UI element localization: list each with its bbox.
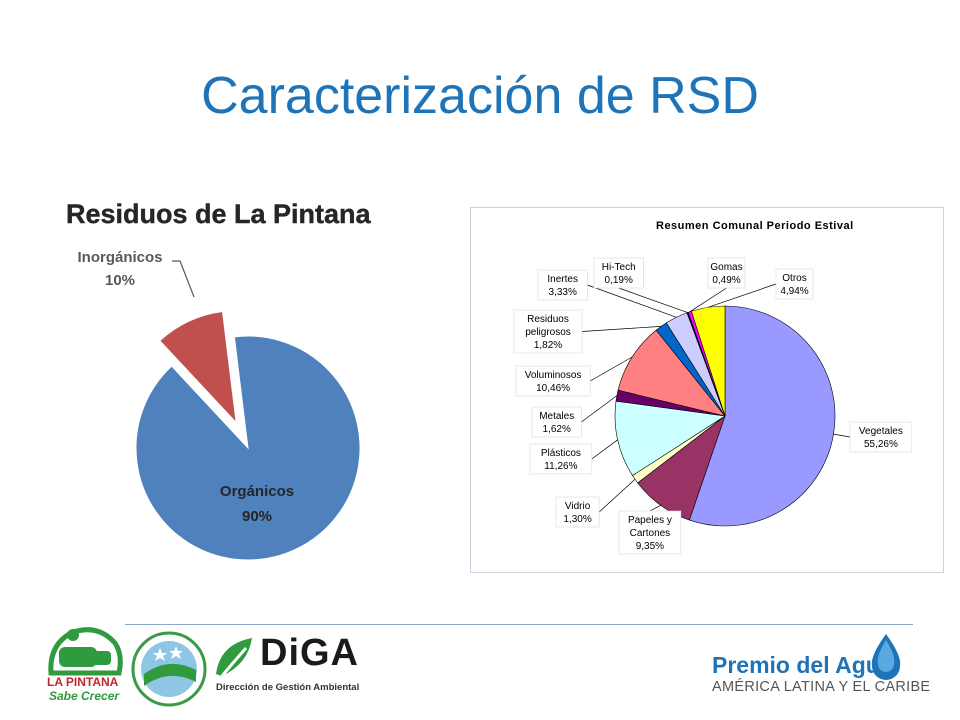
- logo-premio-del-agua: Premio del Agua AMÉRICA LATINA Y EL CARI…: [712, 652, 930, 695]
- slice-label-vidrio: Vidrio: [565, 501, 591, 512]
- chart-title: Residuos de La Pintana: [66, 199, 372, 229]
- leader-line-otros: [707, 283, 777, 308]
- diga-name: DiGA: [260, 632, 359, 674]
- pie-slice-voluminosos: [617, 329, 726, 417]
- la-pintana-tagline: Sabe Crecer: [49, 689, 120, 703]
- slice-label-otros: Otros: [782, 273, 806, 284]
- logo-la-pintana: LA PINTANA Sabe Crecer: [45, 625, 125, 703]
- label-box-vidrio: [555, 496, 600, 528]
- label-box-otros: [775, 268, 814, 300]
- slice-value-plasticos: 11,26%: [544, 461, 577, 472]
- slice-value-otros: 4,94%: [780, 286, 808, 297]
- pie-chart-resumen-comunal: Resumen Comunal Periodo Estival Vegetale…: [513, 220, 913, 555]
- water-drop-icon: [871, 634, 901, 680]
- label-box-plasticos: [529, 443, 593, 475]
- pie-slice-vegetales: [688, 305, 836, 527]
- slide-title: Caracterización de RSD: [201, 67, 759, 125]
- leader-line-hi-tech: [618, 287, 688, 313]
- slice-value-organicos: 90%: [242, 508, 272, 525]
- slice-label-vegetales: Vegetales: [859, 426, 903, 437]
- diga-subtitle: Dirección de Gestión Ambiental: [216, 682, 360, 693]
- chart-title: Resumen Comunal Periodo Estival: [656, 220, 854, 232]
- slice-value-hi-tech: 0,19%: [605, 275, 633, 286]
- leader-line-gomas: [689, 287, 727, 313]
- footer-divider: [125, 624, 913, 625]
- slice-label-plasticos: Plásticos: [541, 448, 581, 459]
- leader-line-inorganicos: [172, 260, 195, 298]
- slice-label-organicos: Orgánicos: [220, 483, 294, 500]
- premio-subtitle: AMÉRICA LATINA Y EL CARIBE: [712, 679, 931, 695]
- slice-value-inorganicos: 10%: [105, 272, 135, 289]
- label-box-metales: [531, 406, 582, 438]
- slice-label-hi-tech: Hi-Tech: [602, 262, 636, 273]
- slice-value-residuos-peligrosos: 1,82%: [534, 340, 562, 351]
- pie-chart-residuos: Residuos de La Pintana Orgánicos 90% Inorg…: [66, 199, 372, 561]
- pie-slice-inorganicos: [159, 310, 237, 425]
- slice-label-papeles-y-cartones: Cartones: [630, 528, 671, 539]
- slice-value-papeles-y-cartones: 9,35%: [636, 541, 664, 552]
- label-box-papeles-y-cartones: [618, 510, 682, 555]
- leader-line-vegetales: [833, 433, 851, 438]
- label-box-gomas: [707, 257, 746, 289]
- pie-slice-organicos: [135, 335, 361, 561]
- slice-label-voluminosos: Voluminosos: [525, 370, 582, 381]
- pie-slice-otros: [691, 305, 726, 417]
- label-box-residuos-peligrosos: [513, 309, 583, 354]
- slice-value-vidrio: 1,30%: [563, 514, 591, 525]
- leader-line-metales: [581, 395, 618, 423]
- leader-line-papeles-y-cartones: [649, 504, 661, 512]
- diga-leaf-icon: [216, 638, 252, 677]
- slice-label-gomas: Gomas: [710, 262, 742, 273]
- slice-label-metales: Metales: [539, 411, 574, 422]
- slice-label-residuos-peligrosos: peligrosos: [525, 327, 571, 338]
- slice-label-inertes: Inertes: [547, 274, 578, 285]
- pie-slice-plasticos: [614, 400, 726, 476]
- leader-line-residuos-peligrosos: [581, 326, 662, 332]
- label-box-inertes: [537, 269, 588, 301]
- leader-line-vidrio: [598, 479, 636, 513]
- certification-seal-icon: [131, 631, 207, 707]
- slice-value-metales: 1,62%: [543, 424, 571, 435]
- slice-value-gomas: 0,49%: [712, 275, 740, 286]
- la-pintana-name: LA PINTANA: [47, 675, 119, 689]
- label-box-voluminosos: [515, 365, 591, 397]
- leader-line-voluminosos: [590, 356, 633, 382]
- slice-value-inertes: 3,33%: [549, 287, 577, 298]
- label-box-hi-tech: [593, 257, 644, 289]
- leader-line-plasticos: [591, 439, 618, 460]
- la-pintana-emblem-icon: [48, 627, 123, 676]
- slice-label-papeles-y-cartones: Papeles y: [628, 515, 672, 526]
- slice-label-inorganicos: Inorgánicos: [77, 249, 162, 266]
- slice-value-voluminosos: 10,46%: [536, 383, 570, 394]
- leader-line-inertes: [587, 284, 677, 318]
- slice-value-vegetales: 55,26%: [864, 439, 898, 450]
- slice-label-residuos-peligrosos: Residuos: [527, 314, 569, 325]
- label-box-vegetales: [849, 421, 913, 453]
- premio-title: Premio del Agua: [712, 652, 893, 678]
